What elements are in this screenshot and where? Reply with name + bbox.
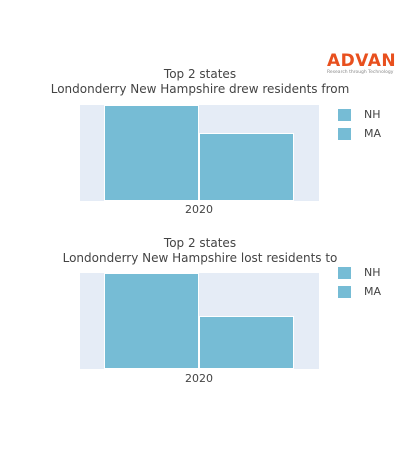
legend-item-nh[interactable]: NH (338, 263, 381, 282)
chart-2-title-block: Top 2 states Londonderry New Hampshire l… (0, 236, 400, 266)
bar-nh[interactable] (104, 105, 199, 201)
chart-2-subtitle: Londonderry New Hampshire lost residents… (62, 251, 338, 265)
chart-2-legend: NH MA (338, 263, 381, 301)
legend-swatch (338, 285, 351, 298)
chart-1-subtitle: Londonderry New Hampshire drew residents… (50, 82, 350, 96)
chart-2-plot-area (80, 273, 319, 369)
chart-1-x-tick: 2020 (185, 203, 213, 216)
legend-label: MA (364, 285, 382, 298)
legend-item-nh[interactable]: NH (338, 105, 381, 124)
logo-wordmark: ADVAN (327, 51, 397, 71)
legend-label: NH (364, 108, 381, 121)
logo-tagline: Research through Technology (327, 70, 394, 75)
legend-item-ma[interactable]: MA (338, 124, 381, 143)
bar-nh[interactable] (104, 273, 199, 369)
chart-2-x-tick: 2020 (185, 372, 213, 385)
chart-1-title: Top 2 states (163, 67, 237, 81)
legend-item-ma[interactable]: MA (338, 282, 381, 301)
legend-label: MA (364, 127, 382, 140)
legend-swatch (338, 266, 351, 279)
chart-1-title-block: Top 2 states Londonderry New Hampshire d… (0, 67, 400, 97)
legend-swatch (338, 108, 351, 121)
legend-label: NH (364, 266, 381, 279)
chart-2-title: Top 2 states (163, 236, 237, 250)
advan-logo: ADVAN Research through Technology (327, 51, 397, 76)
chart-1-legend: NH MA (338, 105, 381, 143)
chart-1-plot-area (80, 105, 319, 201)
bar-ma[interactable] (199, 132, 294, 201)
legend-swatch (338, 127, 351, 140)
bar-ma[interactable] (199, 316, 294, 369)
